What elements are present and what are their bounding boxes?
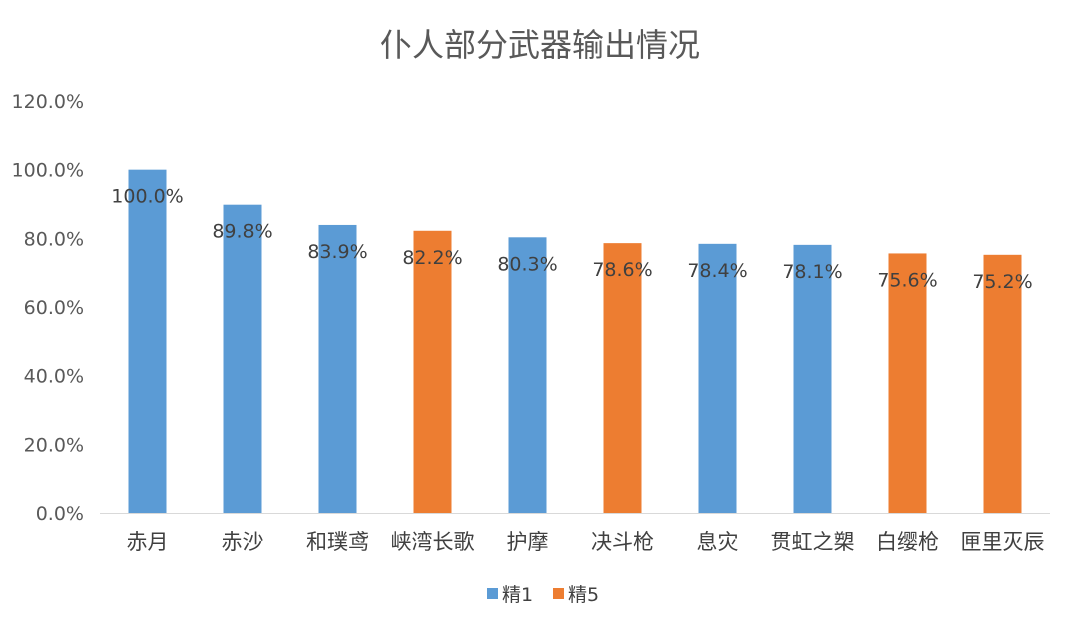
- data-label: 80.3%: [497, 253, 557, 275]
- y-axis: 0.0% 20.0% 40.0% 60.0% 80.0% 100.0% 120.0%: [12, 91, 84, 525]
- data-label: 89.8%: [212, 221, 272, 243]
- bar: [698, 243, 737, 513]
- data-label: 83.9%: [307, 241, 367, 263]
- bar: [318, 224, 357, 513]
- category-label: 贯虹之槊: [771, 530, 855, 554]
- y-tick-label: 120.0%: [12, 91, 84, 113]
- bar: [413, 230, 452, 513]
- bar: [888, 253, 927, 513]
- y-tick-label: 60.0%: [24, 297, 84, 319]
- legend-label: 精5: [568, 584, 599, 606]
- data-label: 82.2%: [402, 247, 462, 269]
- category-label: 赤沙: [222, 530, 264, 554]
- data-label: 78.6%: [592, 259, 652, 281]
- bar: [793, 244, 832, 513]
- category-label: 匣里灭辰: [961, 530, 1045, 554]
- category-label: 和璞鸢: [306, 530, 369, 554]
- bar: [128, 169, 167, 513]
- category-label: 护摩: [507, 530, 549, 554]
- legend-label: 精1: [502, 584, 533, 606]
- category-label: 决斗枪: [591, 530, 654, 554]
- data-label: 78.4%: [687, 260, 747, 282]
- category-label: 息灾: [697, 530, 739, 554]
- legend-swatch: [487, 588, 498, 599]
- chart-title: 仆人部分武器输出情况: [380, 26, 700, 64]
- data-label: 100.0%: [111, 186, 183, 208]
- category-label: 峡湾长歌: [391, 530, 475, 554]
- x-axis: 赤月 赤沙 和璞鸢 峡湾长歌 护摩 决斗枪 息灾 贯虹之槊 白缨枪 匣里灭辰: [100, 513, 1050, 554]
- category-label: 白缨枪: [876, 530, 939, 554]
- y-tick-label: 100.0%: [12, 160, 84, 182]
- bars: [128, 169, 1022, 514]
- bar: [603, 243, 642, 513]
- bar: [983, 254, 1022, 513]
- category-label: 赤月: [127, 530, 169, 554]
- y-tick-label: 80.0%: [24, 228, 84, 250]
- y-tick-label: 0.0%: [36, 503, 84, 525]
- data-label: 75.2%: [972, 271, 1032, 293]
- data-labels: 100.0% 89.8% 83.9% 82.2% 80.3% 78.6% 78.4% 78.1…: [111, 186, 1032, 293]
- legend: 精1 精5: [487, 584, 599, 606]
- data-label: 78.1%: [782, 261, 842, 283]
- data-label: 75.6%: [877, 269, 937, 291]
- y-tick-label: 40.0%: [24, 366, 84, 388]
- bar: [223, 204, 262, 514]
- bar: [508, 237, 547, 513]
- legend-swatch: [553, 588, 564, 599]
- y-tick-label: 20.0%: [24, 434, 84, 456]
